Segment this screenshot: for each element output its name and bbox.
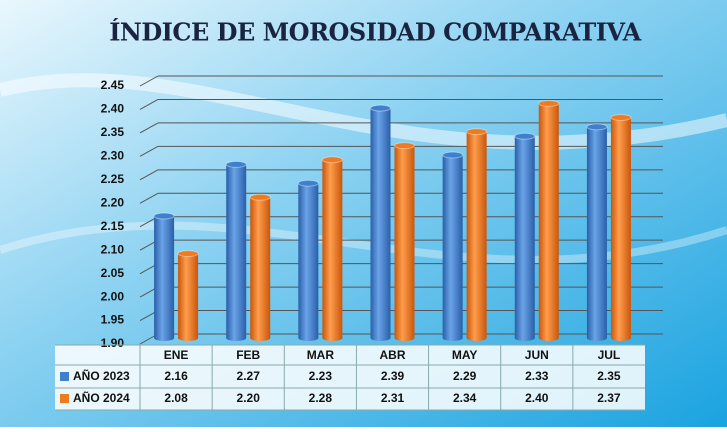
x-tick-label: JUL bbox=[598, 348, 621, 362]
y-tick-label: 2.05 bbox=[101, 266, 125, 280]
value-label: 2.28 bbox=[309, 391, 333, 405]
value-label: 2.29 bbox=[453, 369, 477, 383]
chart-title: ÍNDICE DE MOROSIDAD COMPARATIVA bbox=[109, 18, 641, 47]
y-tick-label: 2.20 bbox=[101, 195, 125, 209]
bar-base bbox=[538, 335, 559, 341]
bar-cap bbox=[466, 128, 488, 136]
x-tick-label: ABR bbox=[380, 348, 406, 362]
x-tick-label: FEB bbox=[236, 348, 260, 362]
x-tick-label: ENE bbox=[164, 348, 189, 362]
bar-base bbox=[178, 335, 199, 341]
bar-cap bbox=[514, 132, 536, 140]
bar bbox=[466, 131, 487, 338]
bar bbox=[178, 253, 199, 338]
bar-base bbox=[514, 335, 535, 341]
y-tick-label: 2.00 bbox=[101, 289, 125, 303]
bar bbox=[586, 126, 607, 338]
legend-swatch bbox=[60, 372, 69, 381]
value-label: 2.31 bbox=[381, 391, 405, 405]
table-bg bbox=[55, 345, 645, 410]
y-tick-label: 2.35 bbox=[101, 125, 125, 139]
bar-cap bbox=[586, 123, 608, 131]
bar-base bbox=[586, 335, 607, 341]
y-tick-label: 2.10 bbox=[101, 242, 125, 256]
value-label: 2.40 bbox=[525, 391, 549, 405]
bar-cap bbox=[370, 104, 391, 112]
bar bbox=[394, 145, 415, 338]
y-tick-label: 2.45 bbox=[101, 78, 125, 92]
bar-base bbox=[610, 335, 631, 341]
value-label: 2.20 bbox=[237, 391, 261, 405]
bar bbox=[298, 183, 319, 338]
x-tick-label: MAR bbox=[307, 348, 335, 362]
bar bbox=[514, 136, 535, 338]
legend-label: AÑO 2024 bbox=[73, 390, 130, 405]
value-label: 2.39 bbox=[381, 369, 405, 383]
bar-base bbox=[442, 335, 463, 341]
bar-cap bbox=[153, 212, 175, 220]
bar-base bbox=[466, 335, 487, 341]
bar-base bbox=[250, 335, 271, 341]
bar-cap bbox=[249, 193, 271, 201]
bar bbox=[322, 159, 343, 338]
bar-cap bbox=[321, 156, 343, 164]
bar bbox=[250, 197, 271, 338]
bar-cap bbox=[225, 160, 247, 168]
grid-line bbox=[139, 122, 159, 134]
bar bbox=[154, 216, 175, 338]
bar bbox=[610, 117, 631, 338]
bar bbox=[538, 103, 559, 338]
value-label: 2.37 bbox=[597, 391, 621, 405]
bar bbox=[226, 164, 247, 338]
y-tick-label: 2.25 bbox=[101, 172, 125, 186]
value-label: 2.16 bbox=[164, 369, 188, 383]
bar-cap bbox=[297, 179, 319, 187]
bar-base bbox=[298, 335, 319, 341]
value-label: 2.08 bbox=[164, 391, 188, 405]
bar-cap bbox=[538, 99, 560, 107]
bar-cap bbox=[177, 250, 199, 258]
bar-base bbox=[394, 335, 415, 341]
bar-cap bbox=[442, 151, 464, 159]
bar-base bbox=[322, 335, 343, 341]
grid-line bbox=[139, 145, 159, 157]
y-tick-label: 1.90 bbox=[101, 336, 125, 350]
bar bbox=[370, 108, 391, 339]
value-label: 2.33 bbox=[525, 369, 549, 383]
x-tick-label: JUN bbox=[525, 348, 549, 362]
y-tick-label: 1.95 bbox=[101, 313, 125, 327]
x-tick-label: MAY bbox=[452, 348, 478, 362]
grid-line bbox=[139, 75, 159, 87]
bar-base bbox=[154, 335, 175, 341]
value-label: 2.27 bbox=[237, 369, 261, 383]
bar-cap bbox=[610, 114, 632, 122]
legend-label: AÑO 2023 bbox=[73, 368, 130, 383]
grid-line bbox=[139, 169, 159, 181]
bar-base bbox=[370, 335, 391, 341]
bar bbox=[442, 155, 463, 338]
y-tick-label: 2.30 bbox=[101, 149, 125, 163]
legend-swatch bbox=[60, 394, 69, 403]
y-tick-label: 2.40 bbox=[101, 102, 125, 116]
grid-line bbox=[139, 192, 159, 204]
bar-cap bbox=[394, 142, 415, 150]
grid-line bbox=[139, 99, 159, 110]
value-label: 2.35 bbox=[597, 369, 621, 383]
y-tick-label: 2.15 bbox=[101, 219, 125, 233]
bar-base bbox=[226, 335, 247, 341]
value-label: 2.23 bbox=[309, 369, 333, 383]
value-label: 2.34 bbox=[453, 391, 477, 405]
